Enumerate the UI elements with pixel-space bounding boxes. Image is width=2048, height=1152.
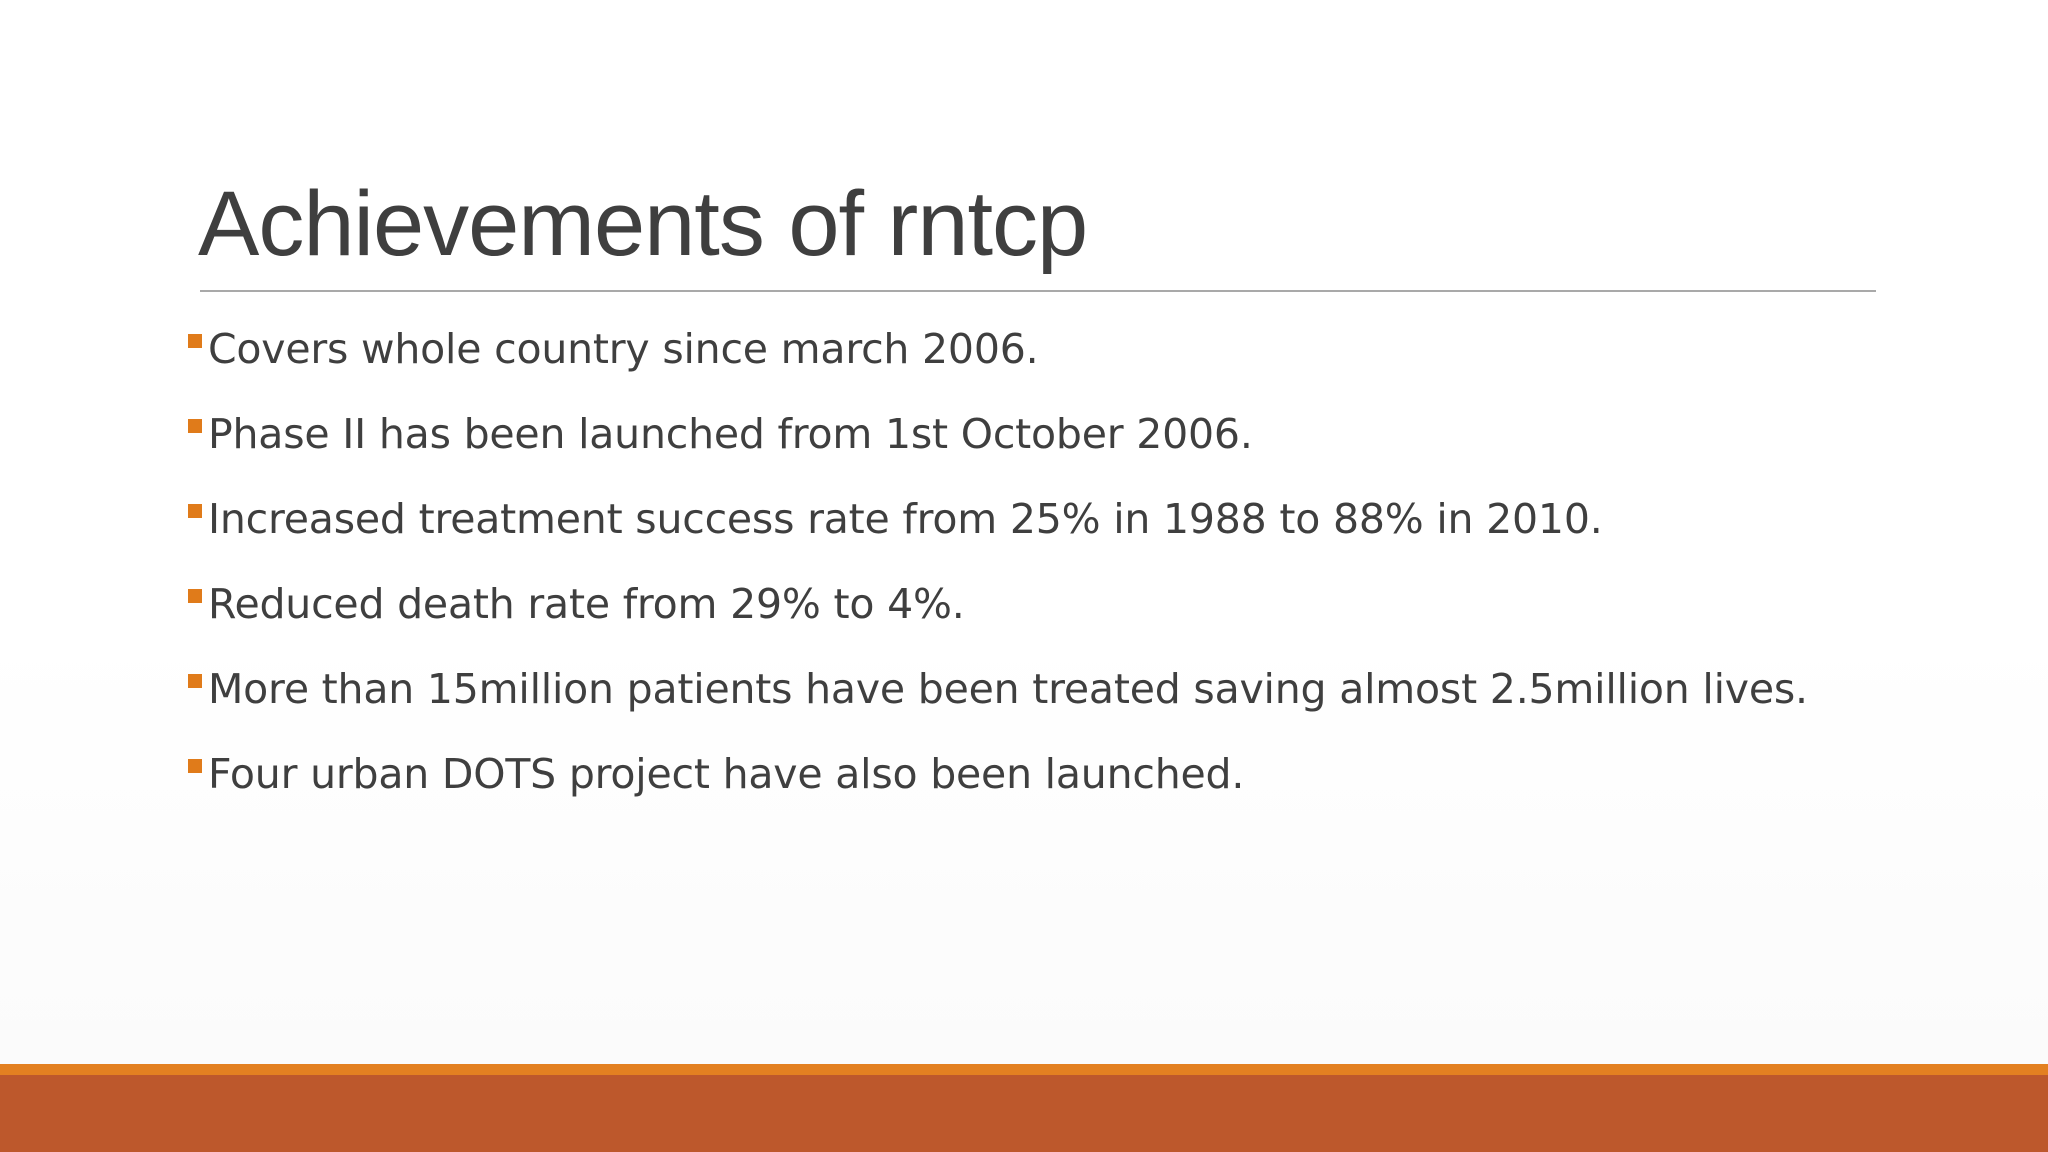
bullet-text: Reduced death rate from 29% to 4%. [208,579,965,628]
bullet-text: More than 15million patients have been t… [208,664,1808,713]
list-item: Four urban DOTS project have also been l… [188,731,1808,816]
bullet-list: Covers whole country since march 2006. P… [188,306,1808,816]
square-bullet-icon [188,333,202,348]
list-item: More than 15million patients have been t… [188,646,1808,731]
list-item: Increased treatment success rate from 25… [188,476,1808,561]
footer-band [0,1075,2048,1152]
square-bullet-icon [188,418,202,433]
bullet-text: Phase II has been launched from 1st Octo… [208,409,1253,458]
bullet-text: Covers whole country since march 2006. [208,324,1039,373]
bullet-text: Increased treatment success rate from 25… [208,494,1603,543]
bullet-text: Four urban DOTS project have also been l… [208,749,1245,798]
list-item: Covers whole country since march 2006. [188,306,1808,391]
title-divider [200,290,1876,292]
square-bullet-icon [188,503,202,518]
slide-title: Achievements of rntcp [198,173,1088,275]
square-bullet-icon [188,588,202,603]
footer-accent-stripe [0,1064,2048,1075]
square-bullet-icon [188,673,202,688]
list-item: Reduced death rate from 29% to 4%. [188,561,1808,646]
list-item: Phase II has been launched from 1st Octo… [188,391,1808,476]
square-bullet-icon [188,758,202,773]
